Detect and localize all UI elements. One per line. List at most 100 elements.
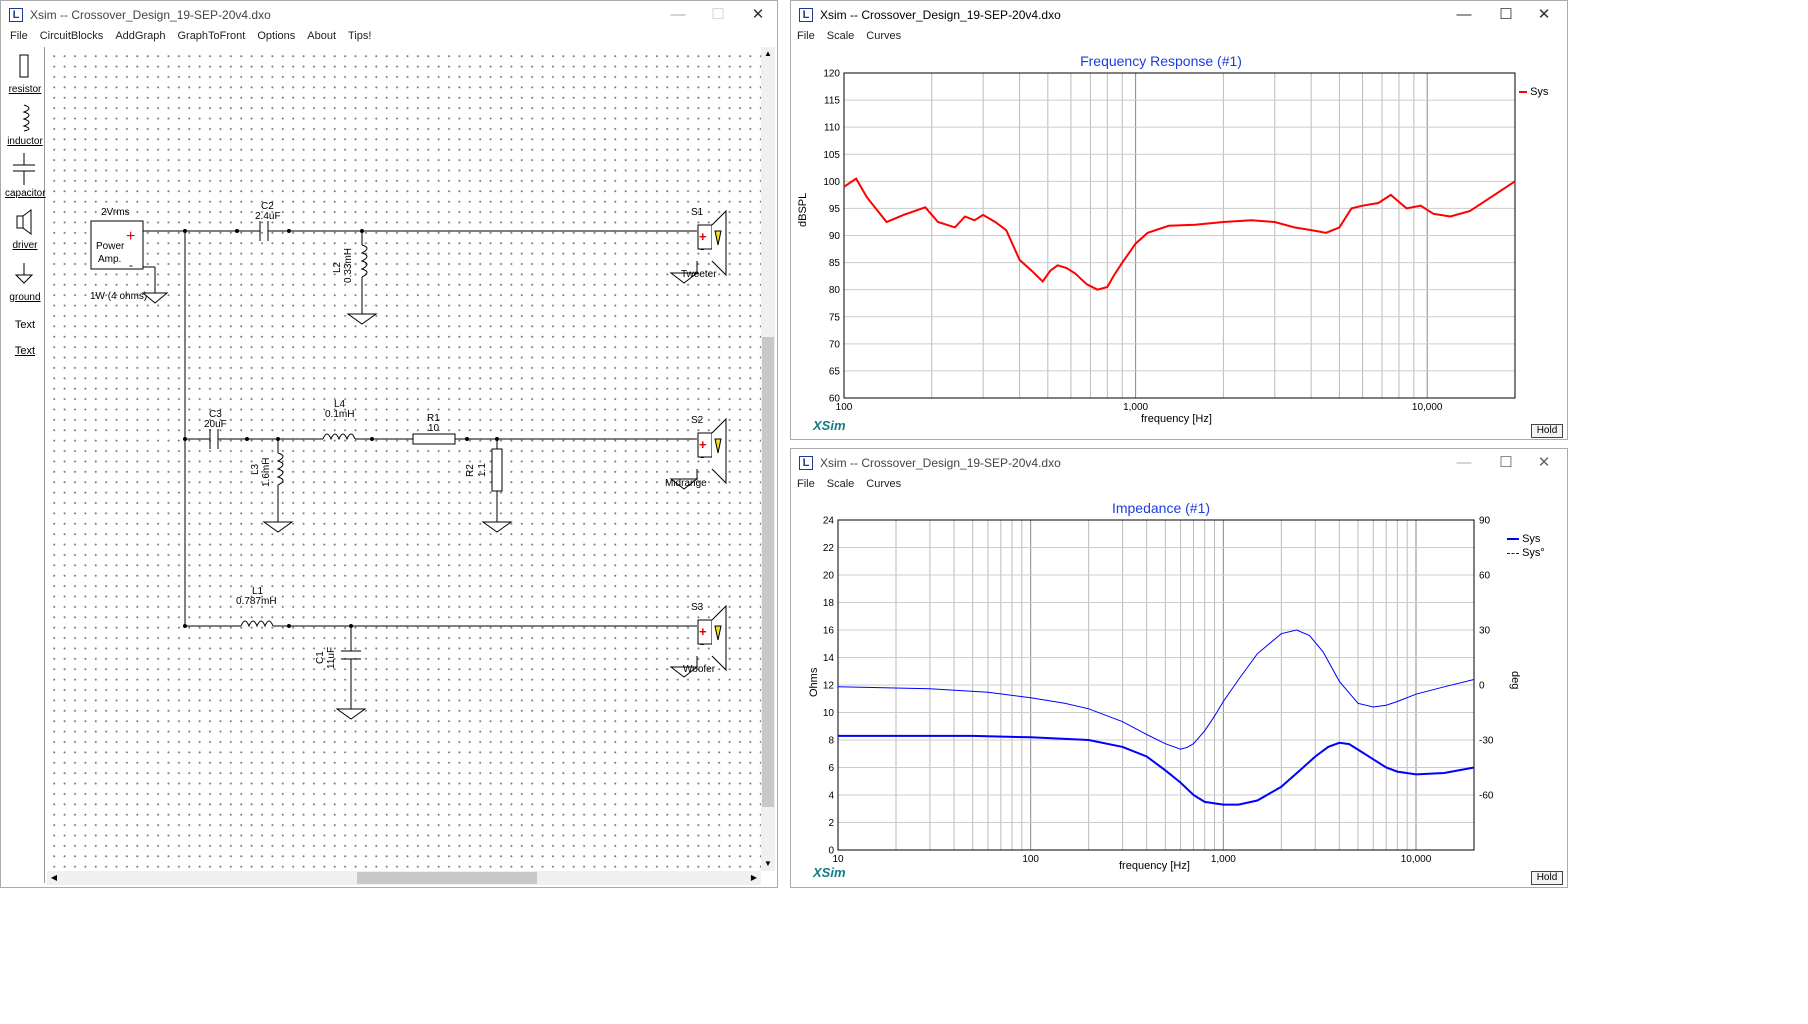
inductor-icon bbox=[22, 104, 30, 132]
component-value: 0.1mH bbox=[325, 409, 354, 420]
y-tick-label: 0 bbox=[828, 846, 834, 857]
vertical-scrollbar[interactable]: ▲ ▼ bbox=[761, 47, 775, 871]
menu-curves[interactable]: Curves bbox=[866, 478, 902, 490]
menu-addgraph[interactable]: AddGraph bbox=[115, 30, 166, 42]
palette-driver[interactable]: driver bbox=[5, 207, 45, 251]
palette-text-underline[interactable]: Text bbox=[5, 345, 45, 357]
y-tick-label: 2 bbox=[828, 818, 834, 829]
x-tick-label: 10,000 bbox=[1401, 854, 1432, 865]
scroll-right-arrow-icon[interactable]: ▶ bbox=[750, 873, 758, 882]
scroll-down-arrow-icon[interactable]: ▼ bbox=[764, 859, 772, 868]
resistor-r2[interactable]: R2 1.1 bbox=[465, 448, 503, 492]
capacitor-c3[interactable]: C3 20uF bbox=[204, 409, 227, 449]
component-value: 20uF bbox=[204, 419, 227, 430]
ground-icon bbox=[481, 521, 513, 533]
scroll-left-arrow-icon[interactable]: ◀ bbox=[50, 873, 58, 882]
legend-entry-sys-phase: Sys° bbox=[1507, 547, 1545, 559]
palette-resistor[interactable]: resistor bbox=[5, 51, 45, 95]
capacitor-c1[interactable]: C1 11uF bbox=[315, 647, 361, 669]
ground-icon bbox=[346, 313, 378, 325]
y-tick-label: 105 bbox=[823, 150, 840, 161]
scroll-thumb[interactable] bbox=[357, 872, 537, 884]
component-name: C1 bbox=[315, 651, 326, 664]
horizontal-scrollbar[interactable]: ◀ ▶ bbox=[47, 871, 761, 885]
palette-label: Text bbox=[14, 319, 36, 331]
menu-tips[interactable]: Tips! bbox=[348, 30, 372, 42]
close-button[interactable]: ✕ bbox=[751, 6, 765, 23]
xsim-app-icon: L bbox=[9, 8, 23, 22]
y-tick-label: 110 bbox=[824, 123, 840, 134]
driver-s3[interactable]: S3 + - Woofer bbox=[669, 602, 727, 678]
palette-inductor[interactable]: inductor bbox=[5, 103, 45, 147]
scroll-up-arrow-icon[interactable]: ▲ bbox=[764, 49, 772, 58]
minimize-button[interactable]: — bbox=[1456, 454, 1472, 471]
y-tick-label: 10 bbox=[823, 708, 835, 719]
scroll-thumb[interactable] bbox=[762, 337, 774, 807]
menu-graphtofront[interactable]: GraphToFront bbox=[177, 30, 246, 42]
component-value: 1.1 bbox=[477, 463, 488, 477]
y-axis-label: Ohms bbox=[808, 667, 820, 697]
inductor-l2[interactable]: L2 0.33mH bbox=[332, 244, 368, 283]
frequency-response-chart[interactable]: 60 65 70 75 80 85 90 95 100 105 110 115 120 100 1,000 1… bbox=[791, 41, 1569, 441]
menu-scale[interactable]: Scale bbox=[826, 478, 855, 490]
palette-ground[interactable]: ground bbox=[5, 259, 45, 303]
series-line-main bbox=[843, 177, 1516, 291]
maximize-button[interactable]: ☐ bbox=[1499, 6, 1513, 23]
y-tick-label: 12 bbox=[823, 681, 835, 692]
menu-file[interactable]: File bbox=[797, 478, 815, 490]
speaker-icon bbox=[16, 209, 32, 235]
component-name: L2 bbox=[332, 261, 343, 273]
inductor-l3[interactable]: L3 1.6mH bbox=[250, 452, 284, 487]
close-button[interactable]: ✕ bbox=[1537, 6, 1551, 23]
component-name: L1 bbox=[252, 586, 264, 597]
ground-icon bbox=[669, 666, 699, 678]
schematic-titlebar[interactable]: L Xsim -- Crossover_Design_19-SEP-20v4.d… bbox=[1, 1, 777, 29]
palette-capacitor[interactable]: capacitor bbox=[5, 153, 46, 199]
close-button[interactable]: ✕ bbox=[1537, 454, 1551, 471]
y-tick-label: 120 bbox=[823, 69, 840, 80]
legend-entry-sys: Sys bbox=[1507, 533, 1540, 545]
xsim-logo: XSim bbox=[813, 865, 846, 880]
hold-button[interactable]: Hold bbox=[1531, 424, 1563, 438]
component-name: R2 bbox=[465, 464, 476, 477]
ground-icon bbox=[669, 272, 699, 284]
menu-about[interactable]: About bbox=[307, 30, 337, 42]
menu-curves[interactable]: Curves bbox=[866, 30, 902, 42]
menu-scale[interactable]: Scale bbox=[826, 30, 855, 42]
component-name: L3 bbox=[250, 463, 261, 475]
minimize-button[interactable]: — bbox=[670, 6, 686, 23]
palette-label: resistor bbox=[8, 84, 42, 95]
minimize-button[interactable]: — bbox=[1456, 6, 1472, 23]
capacitor-c2[interactable]: C2 2.4uF bbox=[255, 201, 281, 241]
component-name: C2 bbox=[261, 201, 274, 212]
xsim-app-icon: L bbox=[799, 8, 813, 22]
amp-voltage-label: 2Vrms bbox=[101, 207, 130, 218]
schematic-canvas[interactable]: 2Vrms Power Amp. + - 1W (4 ohms) C2 2.4u… bbox=[47, 47, 761, 871]
menu-circuitblocks[interactable]: CircuitBlocks bbox=[39, 30, 104, 42]
menu-file[interactable]: File bbox=[797, 30, 815, 42]
plot-frame bbox=[843, 72, 1516, 399]
driver-s2[interactable]: S2 + - Midrange bbox=[665, 415, 727, 490]
capacitor-icon bbox=[13, 153, 35, 185]
plot-frame bbox=[837, 519, 1475, 851]
palette-label: ground bbox=[9, 292, 41, 303]
component-name: S2 bbox=[691, 415, 704, 426]
hold-button[interactable]: Hold bbox=[1531, 871, 1563, 885]
plus-sign-icon: + bbox=[699, 229, 707, 244]
resistor-r1[interactable]: R1 10 bbox=[412, 413, 456, 445]
inductor-l4[interactable]: L4 0.1mH bbox=[322, 399, 356, 441]
menu-options[interactable]: Options bbox=[257, 30, 296, 42]
driver-s1[interactable]: S1 + - Tweeter bbox=[669, 207, 727, 284]
maximize-button[interactable]: ☐ bbox=[1499, 454, 1513, 471]
inductor-l1[interactable]: L1 0.787mH bbox=[236, 586, 277, 628]
impedance-titlebar[interactable]: L Xsim -- Crossover_Design_19-SEP-20v4.d… bbox=[791, 449, 1567, 477]
maximize-button[interactable]: ☐ bbox=[711, 6, 725, 23]
ground-icon bbox=[14, 263, 34, 284]
x-tick-label: 10,000 bbox=[1412, 402, 1443, 413]
freq-titlebar[interactable]: L Xsim -- Crossover_Design_19-SEP-20v4.d… bbox=[791, 1, 1567, 29]
palette-text-plain[interactable]: Text bbox=[5, 319, 45, 331]
menu-file[interactable]: File bbox=[10, 30, 28, 42]
power-amp[interactable]: 2Vrms Power Amp. + - 1W (4 ohms) bbox=[90, 207, 147, 302]
component-value: 1.6mH bbox=[261, 458, 272, 487]
